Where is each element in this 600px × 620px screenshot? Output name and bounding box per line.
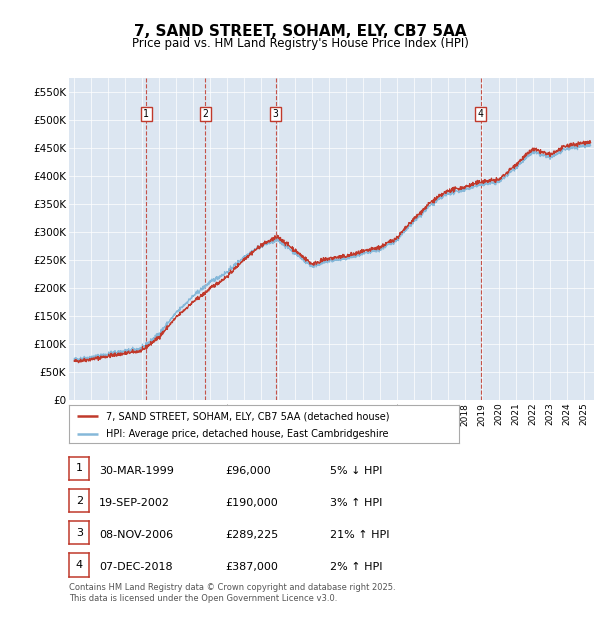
Text: 7, SAND STREET, SOHAM, ELY, CB7 5AA: 7, SAND STREET, SOHAM, ELY, CB7 5AA — [134, 24, 466, 38]
Text: Price paid vs. HM Land Registry's House Price Index (HPI): Price paid vs. HM Land Registry's House … — [131, 37, 469, 50]
Text: 30-MAR-1999: 30-MAR-1999 — [99, 466, 174, 476]
Text: 5% ↓ HPI: 5% ↓ HPI — [330, 466, 382, 476]
Text: £387,000: £387,000 — [225, 562, 278, 572]
Text: 2% ↑ HPI: 2% ↑ HPI — [330, 562, 383, 572]
Text: 4: 4 — [76, 560, 83, 570]
Text: 21% ↑ HPI: 21% ↑ HPI — [330, 530, 389, 540]
Text: £190,000: £190,000 — [225, 498, 278, 508]
Text: 7, SAND STREET, SOHAM, ELY, CB7 5AA (detached house): 7, SAND STREET, SOHAM, ELY, CB7 5AA (det… — [106, 412, 389, 422]
Text: 4: 4 — [478, 109, 484, 119]
Text: 3: 3 — [76, 528, 83, 538]
Text: 08-NOV-2006: 08-NOV-2006 — [99, 530, 173, 540]
Text: This data is licensed under the Open Government Licence v3.0.: This data is licensed under the Open Gov… — [69, 594, 337, 603]
Text: £96,000: £96,000 — [225, 466, 271, 476]
Text: 1: 1 — [143, 109, 149, 119]
Text: HPI: Average price, detached house, East Cambridgeshire: HPI: Average price, detached house, East… — [106, 430, 389, 440]
Text: 3% ↑ HPI: 3% ↑ HPI — [330, 498, 382, 508]
Text: 07-DEC-2018: 07-DEC-2018 — [99, 562, 173, 572]
Text: 1: 1 — [76, 463, 83, 473]
Text: 2: 2 — [76, 495, 83, 505]
Text: 19-SEP-2002: 19-SEP-2002 — [99, 498, 170, 508]
Text: 3: 3 — [272, 109, 278, 119]
Text: 2: 2 — [202, 109, 208, 119]
Text: £289,225: £289,225 — [225, 530, 278, 540]
Text: Contains HM Land Registry data © Crown copyright and database right 2025.: Contains HM Land Registry data © Crown c… — [69, 583, 395, 592]
